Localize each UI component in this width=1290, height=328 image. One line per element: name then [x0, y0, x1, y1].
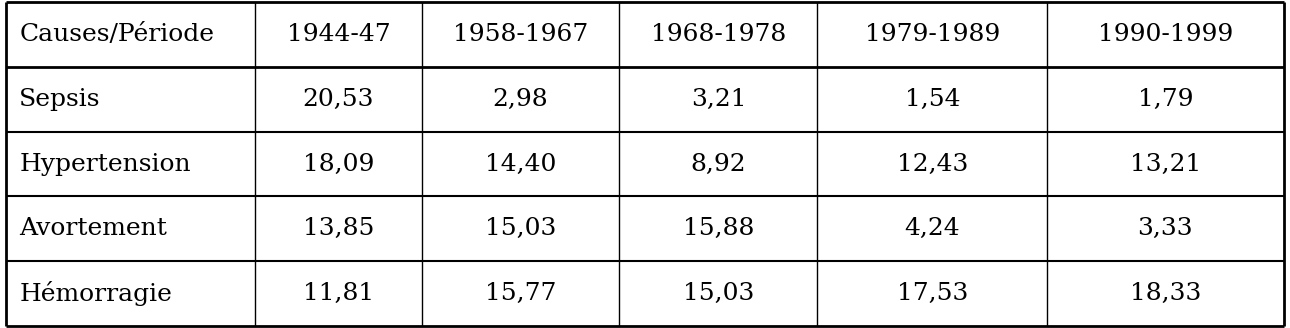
Text: 1,54: 1,54 — [904, 88, 960, 111]
Text: 20,53: 20,53 — [303, 88, 374, 111]
Text: 12,43: 12,43 — [897, 153, 968, 175]
Text: 1990-1999: 1990-1999 — [1098, 23, 1233, 46]
Text: Sepsis: Sepsis — [19, 88, 101, 111]
Text: 15,77: 15,77 — [485, 282, 556, 305]
Text: 14,40: 14,40 — [485, 153, 556, 175]
Text: 1979-1989: 1979-1989 — [864, 23, 1000, 46]
Text: 2,98: 2,98 — [493, 88, 548, 111]
Text: 3,21: 3,21 — [690, 88, 746, 111]
Text: Hypertension: Hypertension — [19, 153, 191, 175]
Text: Avortement: Avortement — [19, 217, 168, 240]
Text: 3,33: 3,33 — [1138, 217, 1193, 240]
Text: 13,21: 13,21 — [1130, 153, 1201, 175]
Text: 1,79: 1,79 — [1138, 88, 1193, 111]
Text: 1958-1967: 1958-1967 — [453, 23, 588, 46]
Text: 15,03: 15,03 — [682, 282, 755, 305]
Text: 18,09: 18,09 — [303, 153, 374, 175]
Text: 8,92: 8,92 — [690, 153, 746, 175]
Text: 17,53: 17,53 — [897, 282, 968, 305]
Text: Hémorragie: Hémorragie — [19, 281, 173, 306]
Text: 4,24: 4,24 — [904, 217, 960, 240]
Text: Causes/Période: Causes/Période — [19, 23, 214, 46]
Text: 15,88: 15,88 — [682, 217, 755, 240]
Text: 1968-1978: 1968-1978 — [651, 23, 786, 46]
Text: 11,81: 11,81 — [303, 282, 374, 305]
Text: 13,85: 13,85 — [303, 217, 374, 240]
Text: 15,03: 15,03 — [485, 217, 556, 240]
Text: 18,33: 18,33 — [1130, 282, 1201, 305]
Text: 1944-47: 1944-47 — [286, 23, 391, 46]
